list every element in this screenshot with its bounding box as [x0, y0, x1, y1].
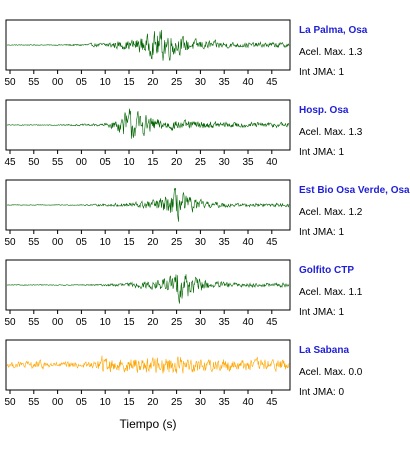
waveform-trace: [6, 355, 290, 374]
x-tick-label: 20: [147, 237, 159, 248]
x-tick-label: 30: [195, 317, 207, 328]
x-tick-label: 45: [266, 317, 278, 328]
x-tick-label: 25: [171, 237, 183, 248]
x-tick-label: 30: [195, 237, 207, 248]
x-tick-label: 00: [52, 317, 64, 328]
x-tick-label: 35: [219, 77, 231, 88]
x-tick-label: 30: [195, 397, 207, 408]
int-jma-label: Int JMA: 0: [299, 387, 344, 398]
x-tick-label: 50: [4, 397, 16, 408]
x-tick-label: 25: [171, 77, 183, 88]
x-tick-label: 40: [242, 317, 254, 328]
panel: 50 55 00 05 10 15 20 25 30 35 40 45 La Palma, Osa Ace…: [4, 19, 368, 88]
x-tick-label: 45: [266, 77, 278, 88]
x-tick-label: 20: [171, 157, 183, 168]
x-tick-label: 25: [171, 317, 183, 328]
x-tick-label: 05: [76, 317, 88, 328]
acel-max-label: Acel. Max. 1.3: [299, 127, 363, 138]
x-tick-label: 00: [76, 157, 88, 168]
x-tick-label: 20: [147, 77, 159, 88]
int-jma-label: Int JMA: 1: [299, 307, 344, 318]
x-tick-label: 20: [147, 317, 159, 328]
x-tick-label: 05: [76, 77, 88, 88]
station-name: Hosp. Osa: [299, 105, 349, 116]
x-tick-label: 50: [4, 317, 16, 328]
station-name: Golfito CTP: [299, 265, 354, 276]
x-tick-label: 15: [123, 397, 135, 408]
x-tick-label: 55: [28, 317, 40, 328]
x-tick-label: 55: [28, 77, 40, 88]
int-jma-label: Int JMA: 1: [299, 147, 344, 158]
x-tick-label: 15: [123, 77, 135, 88]
x-tick-label: 45: [4, 157, 16, 168]
x-tick-label: 40: [242, 77, 254, 88]
x-tick-label: 00: [52, 77, 64, 88]
x-tick-label: 40: [242, 397, 254, 408]
acel-max-label: Acel. Max. 1.2: [299, 207, 363, 218]
x-tick-label: 45: [266, 397, 278, 408]
station-name: La Sabana: [299, 345, 349, 356]
x-axis-title: Tiempo (s): [120, 417, 177, 431]
panel: 50 55 00 05 10 15 20 25 30 35 40 45 La Sabana Acel. M…: [4, 339, 363, 408]
x-tick-label: 35: [219, 397, 231, 408]
x-tick-label: 55: [52, 157, 64, 168]
x-tick-label: 35: [219, 237, 231, 248]
int-jma-label: Int JMA: 1: [299, 67, 344, 78]
x-tick-label: 15: [147, 157, 159, 168]
acel-max-label: Acel. Max. 1.1: [299, 287, 363, 298]
x-tick-label: 05: [100, 157, 112, 168]
x-tick-label: 10: [100, 317, 112, 328]
acel-max-label: Acel. Max. 0.0: [299, 367, 363, 378]
panel: 45 50 55 00 05 10 15 20 25 30 35 40 Hosp. Osa Acel. M…: [4, 99, 363, 168]
x-tick-label: 45: [266, 237, 278, 248]
x-tick-label: 10: [123, 157, 135, 168]
x-tick-label: 50: [4, 77, 16, 88]
x-tick-label: 35: [242, 157, 254, 168]
x-tick-label: 00: [52, 237, 64, 248]
waveform-trace: [6, 29, 290, 61]
x-tick-label: 40: [242, 237, 254, 248]
int-jma-label: Int JMA: 1: [299, 227, 344, 238]
x-tick-label: 05: [76, 237, 88, 248]
x-tick-label: 10: [100, 77, 112, 88]
x-tick-label: 30: [195, 77, 207, 88]
waveform-trace: [6, 187, 290, 222]
x-tick-label: 30: [219, 157, 231, 168]
x-tick-label: 10: [100, 237, 112, 248]
x-tick-label: 00: [52, 397, 64, 408]
x-tick-label: 55: [28, 237, 40, 248]
x-tick-label: 40: [266, 157, 278, 168]
acel-max-label: Acel. Max. 1.3: [299, 47, 363, 58]
panel: 50 55 00 05 10 15 20 25 30 35 40 45 Est Bio Osa Verd…: [4, 179, 410, 248]
x-tick-label: 55: [28, 397, 40, 408]
x-tick-label: 35: [219, 317, 231, 328]
waveform-trace: [6, 108, 290, 139]
x-tick-label: 50: [28, 157, 40, 168]
station-name: Est Bio Osa Verde, Osa: [299, 185, 410, 196]
x-tick-label: 25: [171, 397, 183, 408]
station-name: La Palma, Osa: [299, 25, 368, 36]
x-tick-label: 05: [76, 397, 88, 408]
x-tick-label: 20: [147, 397, 159, 408]
panel: 50 55 00 05 10 15 20 25 30 35 40 45 Golfito CTP Acel.…: [4, 259, 363, 328]
x-tick-label: 25: [195, 157, 207, 168]
waveform-trace: [6, 274, 290, 304]
x-tick-label: 15: [123, 317, 135, 328]
x-tick-label: 15: [123, 237, 135, 248]
x-tick-label: 50: [4, 237, 16, 248]
x-tick-label: 10: [100, 397, 112, 408]
